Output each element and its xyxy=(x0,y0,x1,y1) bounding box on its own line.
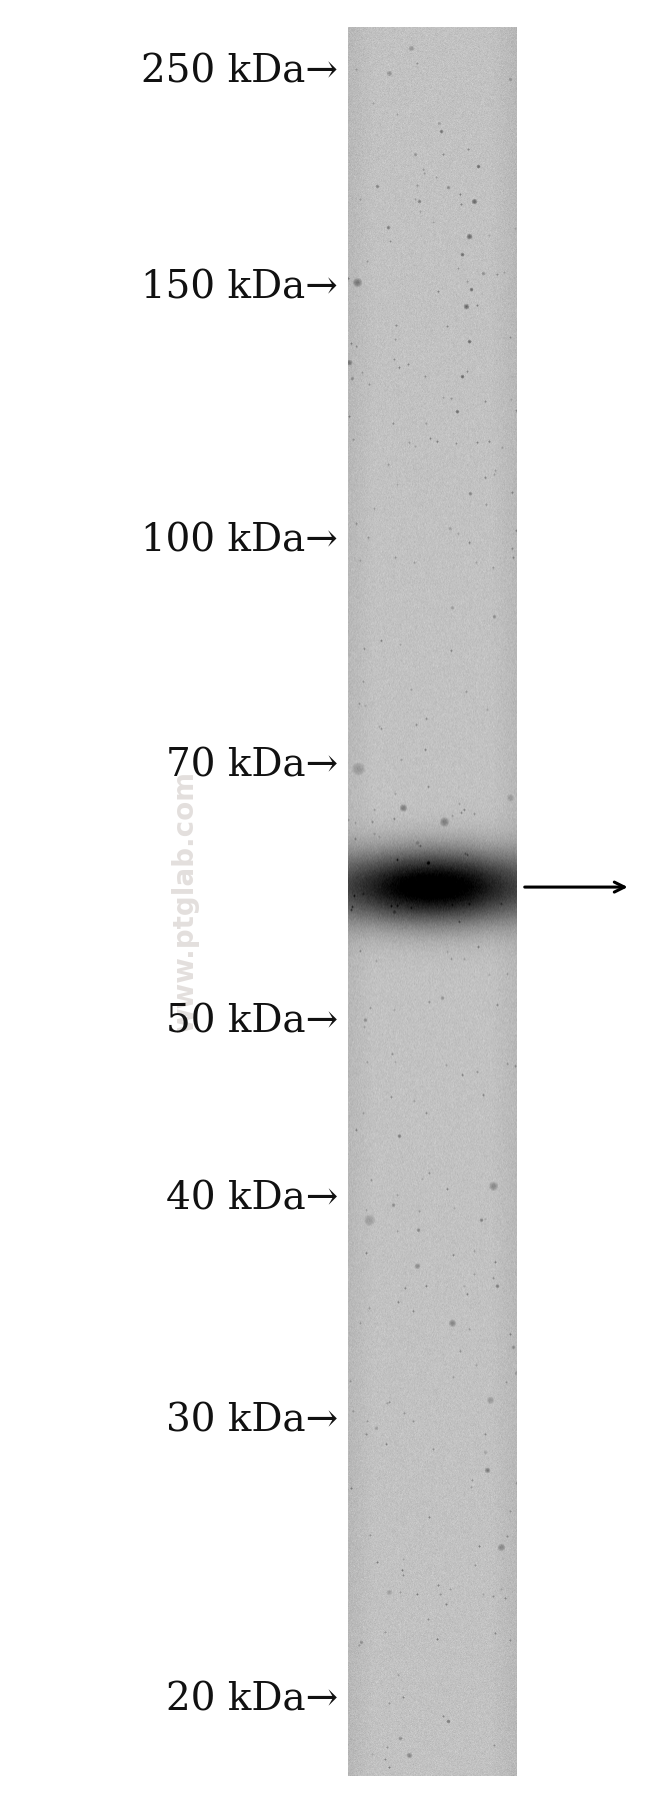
Text: 50 kDa→: 50 kDa→ xyxy=(166,1004,338,1040)
Text: 250 kDa→: 250 kDa→ xyxy=(141,54,338,90)
Text: 40 kDa→: 40 kDa→ xyxy=(166,1181,338,1217)
Text: 70 kDa→: 70 kDa→ xyxy=(166,748,338,784)
Text: 20 kDa→: 20 kDa→ xyxy=(166,1682,338,1718)
Text: 150 kDa→: 150 kDa→ xyxy=(141,270,338,307)
Text: 100 kDa→: 100 kDa→ xyxy=(141,523,338,559)
Text: www.ptglab.com: www.ptglab.com xyxy=(171,770,200,1033)
Text: 30 kDa→: 30 kDa→ xyxy=(166,1403,338,1439)
